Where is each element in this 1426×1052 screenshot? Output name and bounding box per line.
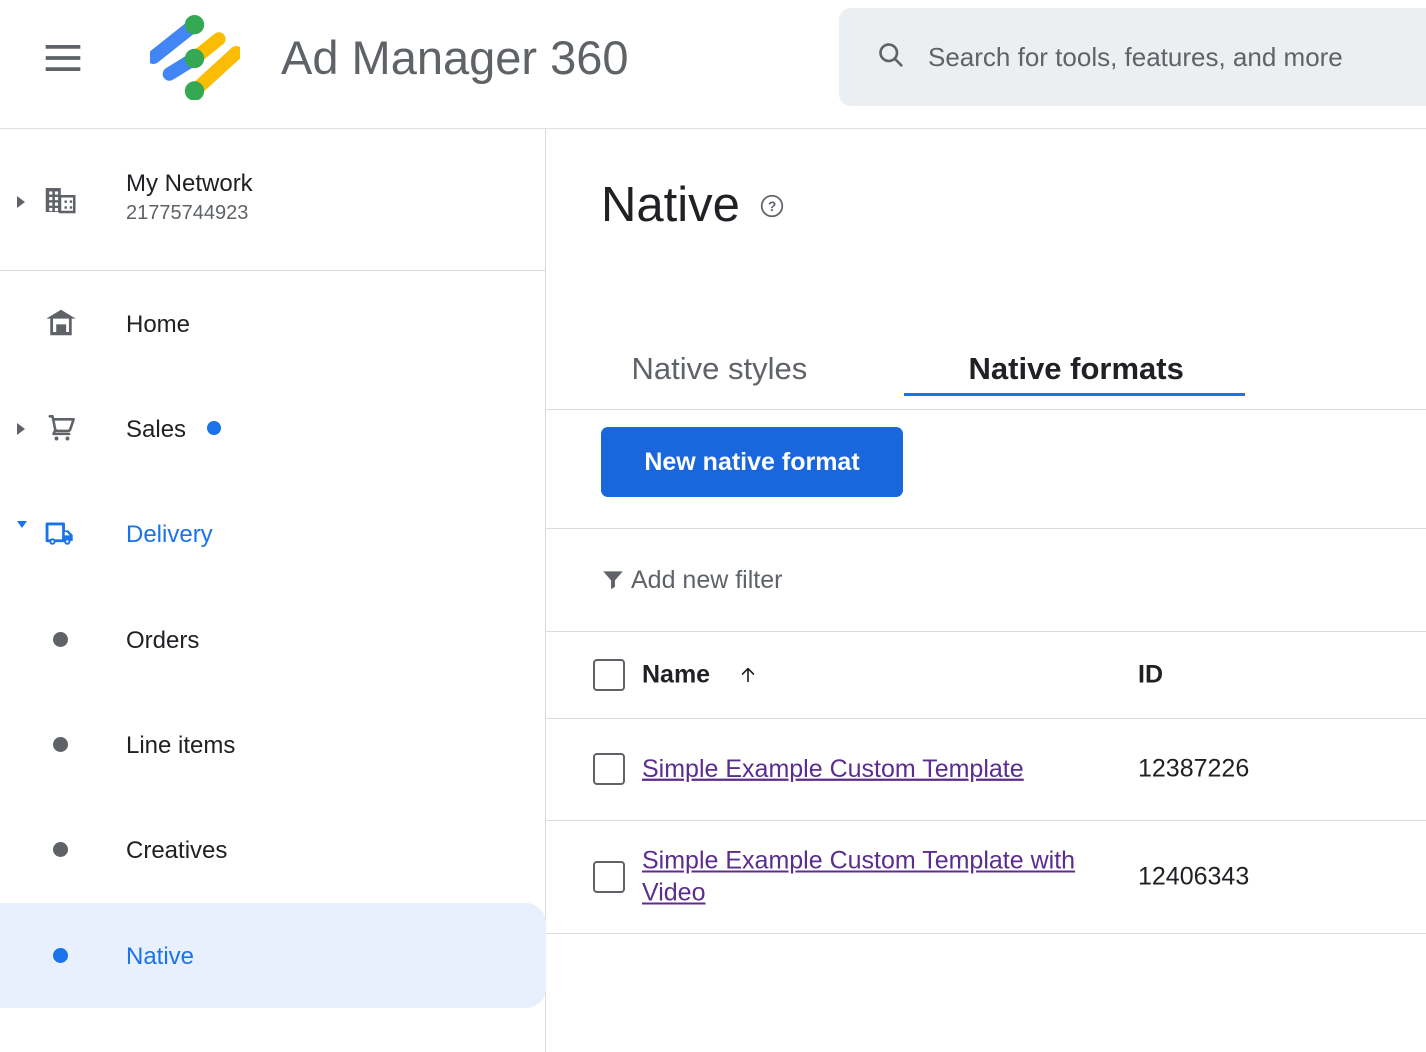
svg-text:?: ? (768, 199, 776, 214)
